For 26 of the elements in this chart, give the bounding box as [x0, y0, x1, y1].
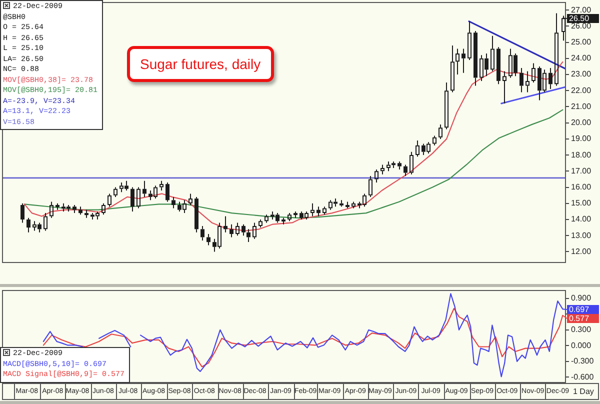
- y-tick-label: 15.00: [571, 198, 592, 208]
- y-tick-label: 22.00: [571, 86, 592, 95]
- annotation: 0.577: [569, 314, 590, 324]
- y-tick-label: 14.00: [571, 214, 592, 224]
- y-tick-label: 13.00: [571, 230, 592, 240]
- y-tick-label: 0.300: [571, 325, 592, 334]
- y-tick-label: 16.00: [571, 182, 592, 192]
- y-tick-label: 0.900: [571, 294, 592, 303]
- annotation: 26.50: [569, 14, 590, 24]
- y-tick-label: 0.000: [571, 340, 592, 350]
- y-tick-label: 21.00: [571, 102, 592, 111]
- y-tick-label: 26.00: [571, 21, 592, 30]
- y-tick-label: 25.00: [571, 37, 592, 46]
- y-tick-label: -0.300: [571, 356, 594, 366]
- y-tick-label: 23.00: [571, 70, 592, 79]
- y-tick-label: 17.00: [571, 166, 592, 176]
- y-tick-label: 27.00: [571, 5, 592, 14]
- y-tick-label: 19.00: [571, 134, 592, 144]
- text: Sugar futures, daily: [127, 46, 274, 82]
- y-tick-label: 12.00: [571, 246, 592, 256]
- y-tick-label: 24.00: [571, 54, 592, 63]
- y-tick-label: 20.00: [571, 118, 592, 128]
- y-tick-label: 18.00: [571, 150, 592, 160]
- annotation: 0.697: [569, 305, 590, 314]
- x-axis-title: 1 Day: [573, 387, 594, 396]
- y-tick-label: -0.600: [571, 372, 594, 382]
